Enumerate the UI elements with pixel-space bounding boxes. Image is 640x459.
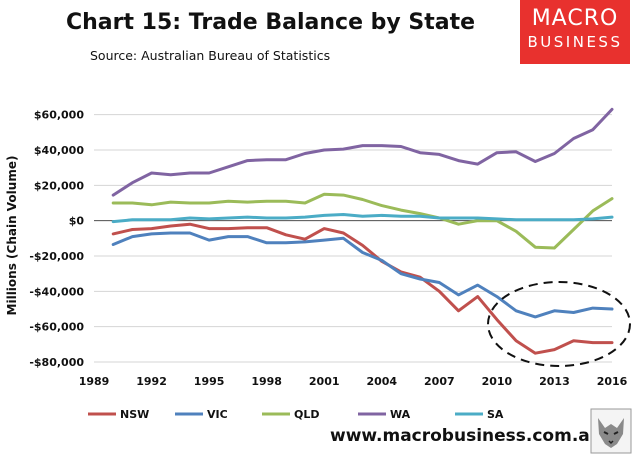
legend-label-qld: QLD xyxy=(294,408,320,421)
y-tick-label: -$60,000 xyxy=(29,321,84,334)
x-tick-label: 2007 xyxy=(424,375,455,388)
series-line-qld xyxy=(111,192,614,250)
series-lines xyxy=(111,107,614,355)
x-tick-label: 2001 xyxy=(309,375,340,388)
series-line-vic xyxy=(111,231,614,319)
y-tick-label: $40,000 xyxy=(34,144,84,157)
highlight-ellipse xyxy=(487,281,631,367)
series-line-nsw xyxy=(111,222,614,355)
axis-ticks: -$80,000 -$60,000 -$40,000 -$20,000 $0 $20,00… xyxy=(5,109,628,388)
x-tick-label: 2004 xyxy=(366,375,397,388)
y-tick-label: -$20,000 xyxy=(29,250,84,263)
x-tick-label: 1995 xyxy=(194,375,225,388)
legend-label-vic: VIC xyxy=(207,408,228,421)
y-tick-label: $20,000 xyxy=(34,179,84,192)
legend-label-nsw: NSW xyxy=(120,408,149,421)
chart-title: Chart 15: Trade Balance by State xyxy=(66,10,476,35)
y-tick-label: $60,000 xyxy=(34,109,84,122)
x-tick-label: 2013 xyxy=(539,375,570,388)
chart-source: Source: Australian Bureau of Statistics xyxy=(90,48,331,63)
legend-label-wa: WA xyxy=(390,408,411,421)
logo-line-2: BUSINESS xyxy=(527,33,623,51)
x-tick-label: 2016 xyxy=(597,375,628,388)
x-tick-label: 1992 xyxy=(136,375,167,388)
legend: NSW VIC QLD WA SA xyxy=(88,408,504,421)
x-tick-label: 1998 xyxy=(251,375,282,388)
logo-line-1: MACRO xyxy=(531,6,619,31)
legend-label-sa: SA xyxy=(487,408,504,421)
x-tick-label: 2010 xyxy=(482,375,513,388)
series-line-sa xyxy=(111,213,614,224)
x-tick-label: 1989 xyxy=(79,375,110,388)
series-line-wa xyxy=(111,107,614,197)
wolf-logo-icon xyxy=(590,408,632,454)
website-url: www.macrobusiness.com.au xyxy=(330,426,602,446)
y-axis-label: Millions (Chain Volume) xyxy=(5,156,19,316)
macrobusiness-logo: MACRO BUSINESS xyxy=(520,0,630,64)
y-tick-label: -$80,000 xyxy=(29,356,84,369)
y-tick-label: -$40,000 xyxy=(29,285,84,298)
y-tick-label: $0 xyxy=(69,215,85,228)
